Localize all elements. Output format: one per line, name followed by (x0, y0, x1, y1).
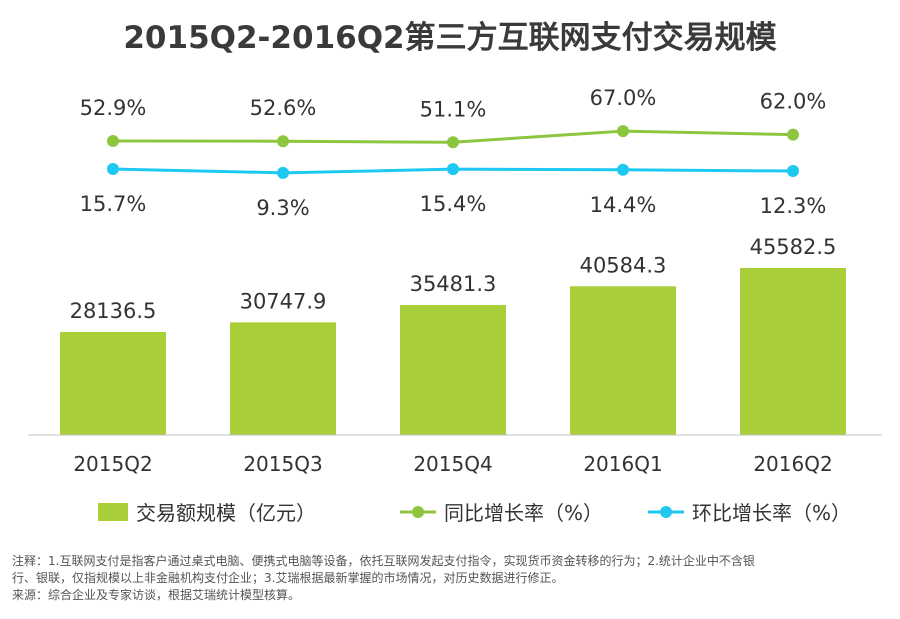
yoy-point-2016Q1 (617, 125, 629, 138)
qoq-label-2016Q1: 14.4% (590, 193, 657, 217)
yoy-point-2016Q2 (787, 128, 799, 141)
bar-2015Q3 (230, 322, 336, 435)
bar-2016Q1 (570, 286, 676, 435)
x-tick-2016Q1: 2016Q1 (583, 452, 662, 476)
yoy-label-2015Q3: 52.6% (250, 96, 317, 120)
x-tick-2016Q2: 2016Q2 (753, 452, 832, 476)
qoq-label-2015Q2: 15.7% (80, 192, 147, 216)
bar-label-2015Q3: 30747.9 (240, 289, 327, 313)
chart-title: 2015Q2-2016Q2第三方互联网支付交易规模 (123, 20, 777, 56)
legend-qoq-marker (660, 506, 672, 518)
note-line-1: 注释：1.互联网支付是指客户通过桌式电脑、便携式电脑等设备，依托互联网发起支付指… (12, 554, 755, 568)
yoy-point-2015Q4 (447, 136, 459, 149)
bar-label-2015Q4: 35481.3 (410, 272, 497, 296)
bar-label-2016Q2: 45582.5 (750, 235, 837, 259)
bar-2015Q2 (60, 331, 166, 435)
x-tick-2015Q3: 2015Q3 (243, 452, 322, 476)
legend-yoy-label: 同比增长率（%） (444, 501, 603, 525)
legend-yoy-marker (412, 506, 424, 518)
qoq-point-2015Q4 (447, 163, 459, 176)
note-line-2: 行、银联，仅指规模以上非金融机构支付企业；3.艾瑞根据最新掌握的市场情况，对历史… (12, 571, 564, 585)
x-tick-2015Q2: 2015Q2 (73, 452, 152, 476)
qoq-point-2016Q1 (617, 163, 629, 176)
legend-qoq-label: 环比增长率（%） (692, 501, 851, 525)
bar-label-2016Q1: 40584.3 (580, 253, 667, 277)
source-line: 来源：综合企业及专家访谈，根据艾瑞统计模型核算。 (12, 588, 301, 602)
qoq-point-2015Q3 (277, 166, 289, 179)
qoq-point-2016Q2 (787, 165, 799, 178)
yoy-point-2015Q2 (107, 135, 119, 147)
bar-2016Q2 (740, 268, 846, 435)
bar-label-2015Q2: 28136.5 (70, 299, 157, 323)
qoq-label-2015Q4: 15.4% (420, 192, 487, 216)
yoy-label-2015Q4: 51.1% (420, 97, 487, 121)
yoy-point-2015Q3 (277, 135, 289, 148)
qoq-point-2015Q2 (107, 163, 119, 175)
yoy-label-2015Q2: 52.9% (80, 96, 147, 120)
qoq-label-2015Q3: 9.3% (256, 196, 309, 220)
legend-bar-label: 交易额规模（亿元） (136, 501, 316, 525)
footnotes: 注释：1.互联网支付是指客户通过桌式电脑、便携式电脑等设备，依托互联网发起支付指… (12, 553, 892, 604)
yoy-label-2016Q2: 62.0% (760, 90, 827, 114)
x-tick-2015Q4: 2015Q4 (413, 452, 492, 476)
legend-bar-swatch (98, 503, 128, 521)
qoq-label-2016Q2: 12.3% (760, 194, 827, 218)
yoy-label-2016Q1: 67.0% (590, 86, 657, 110)
bar-2015Q4 (400, 305, 506, 435)
